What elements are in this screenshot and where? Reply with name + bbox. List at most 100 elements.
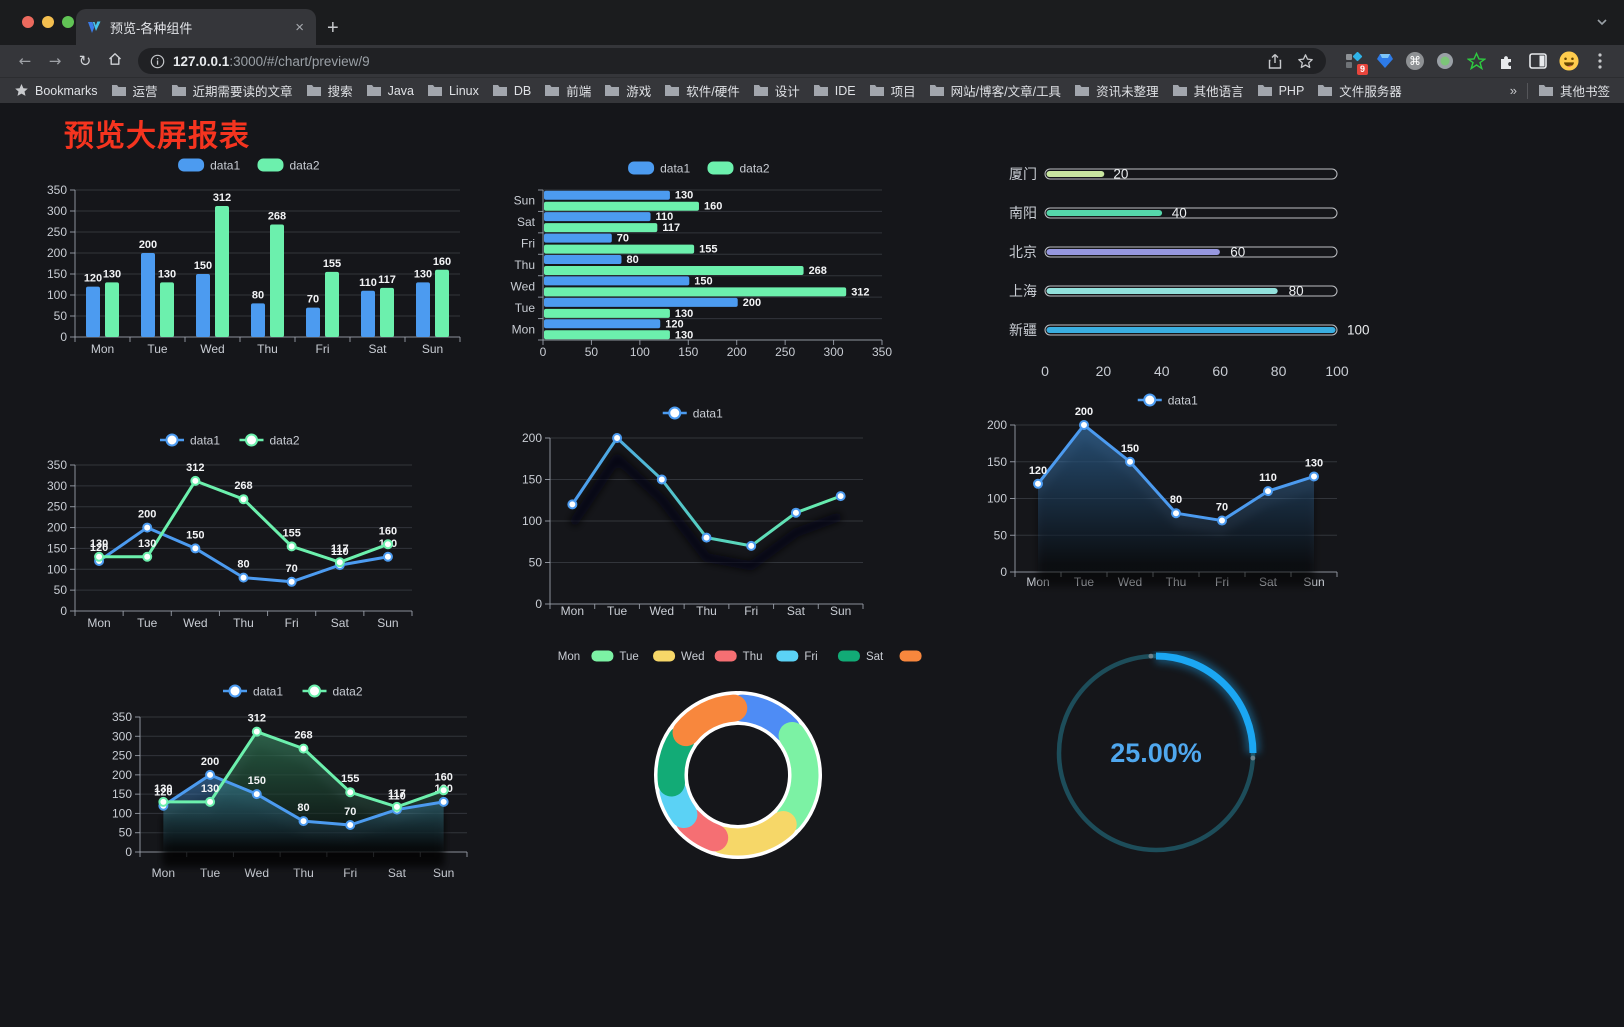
site-info-icon[interactable]: [150, 54, 165, 69]
percent-gauge-chart[interactable]: 25.00%: [1040, 649, 1280, 871]
data-point[interactable]: [334, 557, 345, 568]
bar[interactable]: [325, 271, 339, 337]
data-point[interactable]: [1033, 478, 1043, 489]
progress-fill[interactable]: [1046, 327, 1336, 333]
bookmark-item[interactable]: IDE: [813, 84, 856, 98]
reload-button[interactable]: ↻: [78, 52, 92, 70]
gradient-line-chart[interactable]: 0 50 100 150 200 Mon Tue Wed Thu Fri Sat Sun data1: [505, 403, 883, 621]
week-donut-chart[interactable]: Mon Tue Wed Thu Fri Sat Sun: [529, 648, 948, 920]
command-extension-icon[interactable]: ⌘: [1406, 52, 1424, 70]
legend-item[interactable]: data1: [223, 684, 283, 698]
bar[interactable]: [416, 282, 430, 337]
bookmark-item[interactable]: PHP: [1257, 84, 1304, 98]
horizontal-bar-chart[interactable]: 0 50 100 150 200 250 300 350 Sun 130 160 Sat 110 117 F…: [500, 155, 900, 370]
data-point[interactable]: [94, 551, 105, 562]
data-point[interactable]: [251, 726, 262, 737]
bookmark-item[interactable]: 网站/博客/文章/工具: [929, 81, 1061, 100]
home-button[interactable]: [100, 51, 130, 71]
bar[interactable]: [270, 224, 284, 337]
gem-extension-icon[interactable]: [1375, 51, 1395, 71]
legend-item[interactable]: data2: [257, 158, 320, 172]
data-point[interactable]: [1263, 486, 1273, 497]
browser-tab[interactable]: 预览-各种组件 ×: [76, 9, 316, 45]
data-point[interactable]: [298, 816, 309, 827]
data-point[interactable]: [286, 576, 297, 587]
bar[interactable]: [306, 307, 320, 337]
back-button[interactable]: ←: [18, 52, 32, 70]
new-tab-button[interactable]: +: [327, 17, 339, 39]
bar[interactable]: [544, 255, 622, 264]
bar[interactable]: [544, 330, 670, 340]
bar[interactable]: [544, 319, 661, 329]
data-point[interactable]: [391, 801, 402, 812]
bookmark-item[interactable]: 其他语言: [1172, 81, 1244, 100]
tabstrip-chevron-icon[interactable]: [1596, 16, 1608, 28]
bookmark-item[interactable]: Linux: [427, 84, 479, 98]
bar[interactable]: [544, 212, 651, 222]
bookmark-item[interactable]: 前端: [544, 81, 591, 100]
data-point[interactable]: [438, 785, 449, 796]
progress-fill[interactable]: [1046, 171, 1105, 177]
bar[interactable]: [544, 287, 847, 297]
bookmark-item[interactable]: 设计: [753, 81, 800, 100]
forward-button[interactable]: →: [48, 52, 62, 70]
bookmark-item[interactable]: 近期需要读的文章: [171, 81, 293, 100]
data-point[interactable]: [345, 820, 356, 830]
legend-item[interactable]: data1: [662, 406, 723, 420]
data-point[interactable]: [1079, 420, 1089, 430]
data-point[interactable]: [1125, 456, 1135, 467]
browser-menu-icon[interactable]: [1590, 51, 1610, 71]
data-point[interactable]: [656, 474, 667, 485]
bookmark-item[interactable]: 运营: [111, 81, 158, 100]
city-progress-chart[interactable]: 厦门 20 南阳 40 北京 60 上海 80 新疆 100 0 20 40 60 80 100: [985, 155, 1377, 387]
legend-item[interactable]: Thu: [714, 650, 763, 664]
legend-item[interactable]: data1: [1137, 393, 1198, 407]
pie-slice[interactable]: [657, 726, 695, 797]
progress-fill[interactable]: [1046, 210, 1163, 216]
legend-item[interactable]: Wed: [653, 650, 705, 664]
data-point[interactable]: [438, 796, 449, 807]
other-bookmarks[interactable]: 其他书签: [1538, 81, 1610, 100]
data-point[interactable]: [746, 540, 757, 551]
area-line-chart[interactable]: 050100150200MonTueWedThuFriSatSun1202001…: [975, 391, 1363, 601]
bar[interactable]: [435, 269, 449, 337]
bookmark-item[interactable]: 游戏: [604, 81, 651, 100]
dual-line-chart[interactable]: 0 50 100 150 200 250 300 350 Mon Tue Wed Thu Fri Sat S…: [35, 428, 427, 640]
address-bar[interactable]: 127.0.0.1:3000/#/chart/preview/9: [138, 48, 1326, 74]
bookmark-star-icon[interactable]: [1297, 53, 1314, 70]
side-panel-icon[interactable]: [1528, 51, 1548, 71]
pie-slice[interactable]: [672, 694, 748, 747]
bookmark-item[interactable]: 软件/硬件: [664, 81, 740, 100]
data-point[interactable]: [835, 491, 846, 502]
data-point[interactable]: [238, 572, 249, 583]
bookmark-item[interactable]: DB: [492, 84, 531, 98]
tab-close-icon[interactable]: ×: [295, 18, 304, 36]
bookmark-item[interactable]: 资讯未整理: [1074, 81, 1159, 100]
legend-item[interactable]: data1: [178, 158, 240, 172]
legend-item[interactable]: data1: [160, 433, 220, 447]
data-point[interactable]: [382, 539, 393, 550]
legend-item[interactable]: data2: [302, 684, 363, 698]
legend-item[interactable]: data1: [628, 161, 690, 175]
bar[interactable]: [196, 274, 210, 337]
bar[interactable]: [544, 308, 670, 318]
pie-slice[interactable]: [709, 810, 797, 856]
extensions-puzzle-icon[interactable]: [1497, 51, 1517, 71]
bar[interactable]: [544, 201, 699, 211]
data-point[interactable]: [345, 787, 356, 798]
data-point[interactable]: [298, 743, 309, 754]
legend-item[interactable]: Sat: [837, 650, 884, 664]
bar[interactable]: [251, 303, 265, 337]
grouped-bar-chart[interactable]: 0 50 100 150 200 250 300 350 Mon Tue Wed Thu Fri Sat S…: [30, 147, 470, 385]
data-point[interactable]: [158, 796, 169, 807]
window-close-button[interactable]: [22, 16, 34, 28]
progress-fill[interactable]: [1046, 288, 1278, 294]
bookmark-item[interactable]: Java: [366, 84, 414, 98]
extension-grid-icon[interactable]: 9: [1344, 51, 1368, 75]
data-point[interactable]: [190, 543, 201, 554]
dual-area-chart[interactable]: 0 50 100 150 200 250 300 350 Mon Tue Wed Thu Fri Sat S…: [100, 680, 488, 898]
data-point[interactable]: [612, 433, 623, 443]
data-point[interactable]: [1171, 508, 1181, 519]
data-point[interactable]: [790, 507, 801, 518]
data-point[interactable]: [238, 494, 249, 505]
